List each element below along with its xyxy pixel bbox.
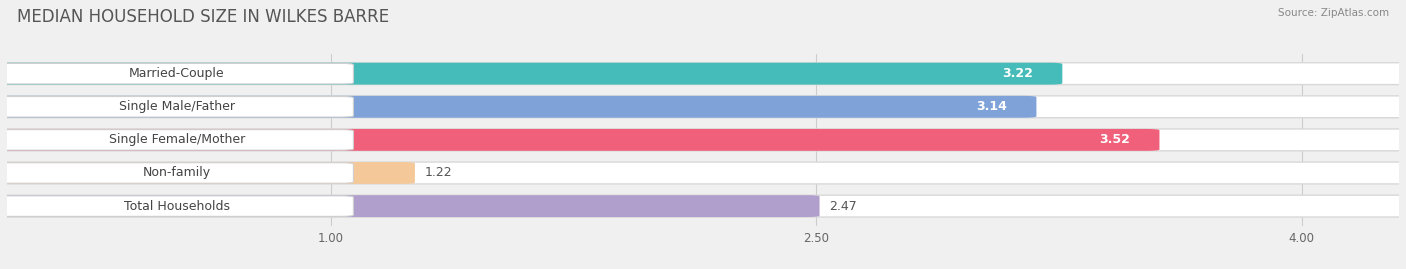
FancyBboxPatch shape [0, 162, 1406, 184]
FancyBboxPatch shape [0, 63, 1063, 84]
FancyBboxPatch shape [0, 195, 820, 217]
FancyBboxPatch shape [0, 196, 353, 216]
Text: Total Households: Total Households [124, 200, 231, 213]
FancyBboxPatch shape [0, 129, 1160, 151]
FancyBboxPatch shape [0, 162, 415, 184]
Text: 3.52: 3.52 [1099, 133, 1130, 146]
FancyBboxPatch shape [0, 63, 1406, 84]
Text: 3.22: 3.22 [1002, 67, 1033, 80]
Text: Single Female/Mother: Single Female/Mother [108, 133, 245, 146]
FancyBboxPatch shape [0, 63, 353, 84]
Text: 2.47: 2.47 [830, 200, 858, 213]
FancyBboxPatch shape [0, 97, 353, 117]
FancyBboxPatch shape [0, 129, 1406, 151]
FancyBboxPatch shape [0, 195, 1406, 217]
FancyBboxPatch shape [0, 130, 353, 150]
Text: MEDIAN HOUSEHOLD SIZE IN WILKES BARRE: MEDIAN HOUSEHOLD SIZE IN WILKES BARRE [17, 8, 389, 26]
FancyBboxPatch shape [0, 163, 353, 183]
Text: Source: ZipAtlas.com: Source: ZipAtlas.com [1278, 8, 1389, 18]
Text: Single Male/Father: Single Male/Father [120, 100, 235, 113]
FancyBboxPatch shape [0, 96, 1406, 118]
FancyBboxPatch shape [0, 96, 1036, 118]
Text: 1.22: 1.22 [425, 167, 453, 179]
Text: Married-Couple: Married-Couple [129, 67, 225, 80]
Text: 3.14: 3.14 [976, 100, 1007, 113]
Text: Non-family: Non-family [143, 167, 211, 179]
